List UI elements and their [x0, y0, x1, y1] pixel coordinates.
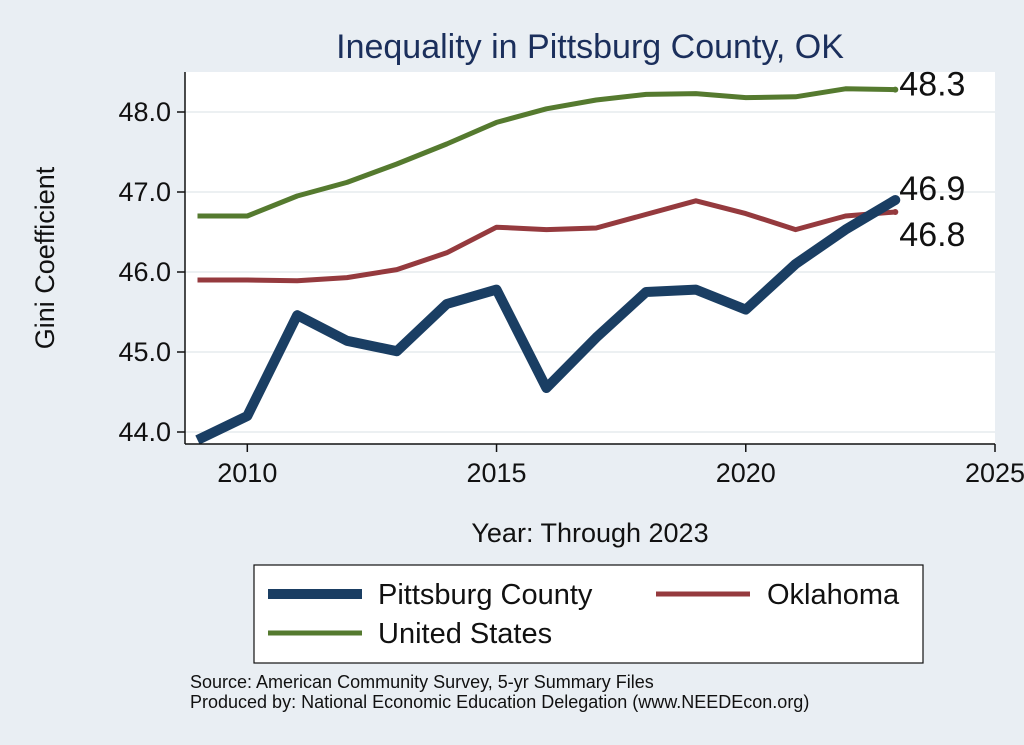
series-line-pittsburg-county: [195, 195, 898, 445]
x-tick-label: 2020: [716, 458, 776, 488]
x-axis-title: Year: Through 2023: [471, 518, 708, 548]
axes: [184, 72, 995, 445]
end-label-oklahoma: 46.8: [899, 216, 965, 254]
y-tick-label: 46.0: [118, 257, 171, 287]
legend: Pittsburg County Oklahoma United States: [253, 564, 924, 664]
source-note: Source: American Community Survey, 5-yr …: [190, 672, 654, 692]
end-point-oklahoma: [892, 209, 899, 215]
end-label-united-states: 48.3: [899, 66, 965, 104]
y-tick-label: 45.0: [118, 337, 171, 367]
y-tick-label: 44.0: [118, 417, 171, 447]
legend-label-oklahoma: Oklahoma: [767, 579, 900, 611]
end-point-pittsburg-county: [890, 195, 901, 205]
end-label-pittsburg-county: 46.9: [899, 170, 965, 208]
x-tick-label: 2015: [466, 458, 526, 488]
legend-label-pittsburg-county: Pittsburg County: [378, 579, 593, 611]
series-line-united-states: [197, 86, 896, 219]
legend-box: [253, 564, 924, 664]
series-lines: [195, 86, 901, 445]
produced-by-note: Produced by: National Economic Education…: [190, 692, 809, 712]
legend-label-united-states: United States: [378, 618, 552, 650]
x-tick-label: 2010: [217, 458, 277, 488]
y-axis-title: Gini Coefficient: [30, 166, 60, 349]
y-tick-label: 48.0: [118, 97, 171, 127]
y-tick-label: 47.0: [118, 177, 171, 207]
chart-title: Inequality in Pittsburg County, OK: [336, 28, 844, 66]
plot-area: [185, 72, 995, 444]
end-labels: 46.9 46.8 48.3: [899, 66, 965, 254]
end-point-united-states: [892, 86, 899, 93]
x-tick-label: 2025: [965, 458, 1024, 488]
axis-ticks: 44.0 45.0 46.0 47.0 48.0 2010 2015 2020 2025: [118, 97, 1024, 488]
series-line-oklahoma: [197, 198, 896, 284]
